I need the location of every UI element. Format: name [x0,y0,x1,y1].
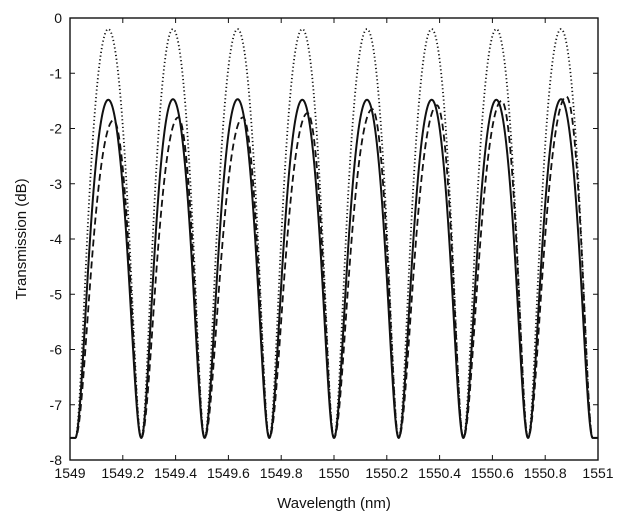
x-tick-label: 1549 [54,465,85,481]
y-tick-label: -1 [50,65,63,81]
plot-frame [69,17,599,461]
x-tick-label: 1550.8 [524,465,567,481]
x-tick-label: 1550.6 [471,465,514,481]
x-tick-label: 1549.4 [154,465,197,481]
y-tick-label: -5 [50,286,63,302]
y-tick-label: -2 [50,121,63,137]
series-line-dashed [70,95,598,439]
y-tick-label: -3 [50,176,63,192]
x-tick-label: 1550 [318,465,349,481]
y-tick-label: -4 [50,231,63,247]
y-tick-label: 0 [54,10,62,26]
ticks-layer: 1549 1549.2 1549.4 1549.6 1549.8 1550 1550.2 15… [50,10,614,481]
y-tick-label: -6 [50,342,63,358]
x-tick-label: 1549.8 [260,465,303,481]
y-tick-label: -8 [50,452,63,468]
y-axis-title: Transmission (dB) [13,178,30,299]
x-tick-label: 1551 [582,465,613,481]
x-tick-label: 1550.2 [365,465,408,481]
y-tick-label: -7 [50,397,63,413]
x-tick-label: 1549.2 [101,465,144,481]
x-tick-label: 1550.4 [418,465,461,481]
x-tick-label: 1549.6 [207,465,250,481]
series-layer [70,28,598,439]
x-axis-title: Wavelength (nm) [277,495,391,512]
